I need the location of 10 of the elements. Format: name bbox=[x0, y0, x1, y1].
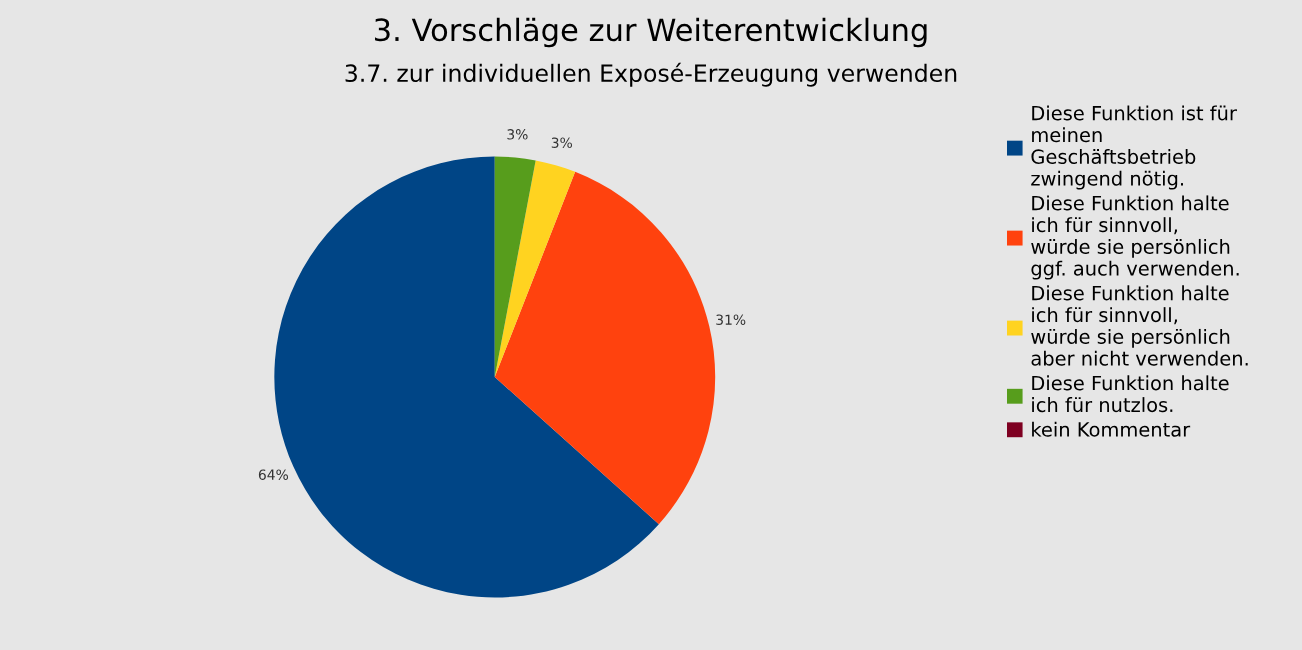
pie-slice bbox=[494, 160, 576, 377]
legend-label: kein Kommentar bbox=[1032, 421, 1191, 437]
pie-slice bbox=[494, 156, 536, 377]
chart-title: 3. Vorschläge zur Weiterentwicklung bbox=[375, 17, 927, 48]
legend-label: Diese Funktion halte ich für nutzlos. bbox=[1032, 375, 1229, 413]
pie-slice bbox=[494, 171, 716, 525]
legend-label: Diese Funktion halte ich für sinnvoll, würde sie persönlich ggf. auch verwenden. bbox=[1031, 195, 1239, 280]
chart-subtitle: 3.7. zur individuellen Exposé-Erzeugung verwenden bbox=[345, 62, 957, 87]
legend-label: Diese Funktion halte ich für sinnvoll, würde sie persönlich aber nicht verwenden. bbox=[1031, 285, 1248, 366]
legend-label: Diese Funktion ist für meinen Geschäftsbetrieb zwingend nötig. bbox=[1031, 105, 1237, 190]
